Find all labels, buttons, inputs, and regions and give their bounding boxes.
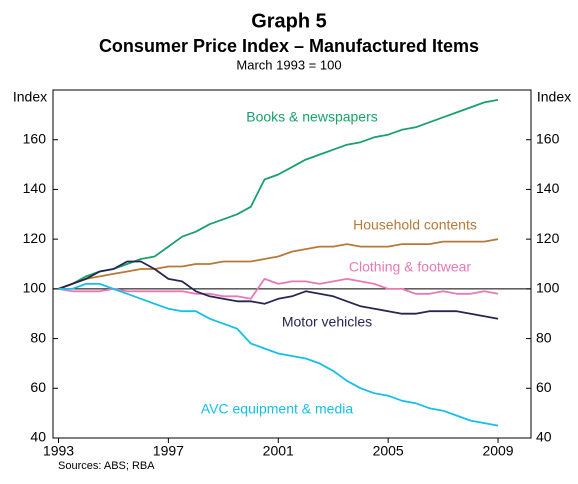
y2-tick-label: 140 [536, 180, 560, 196]
chart-note: March 1993 = 100 [236, 57, 341, 72]
y-tick-label: 80 [30, 329, 46, 345]
plot-frame [52, 89, 532, 439]
x-tick-label: 2005 [373, 443, 404, 459]
series-line [58, 278, 499, 300]
y-tick-label: 40 [30, 429, 46, 445]
chart-title: Graph 5 [251, 10, 327, 32]
x-tick-label: 1997 [153, 443, 184, 459]
chart-subtitle: Consumer Price Index – Manufactured Item… [99, 36, 479, 56]
series-label: AVC equipment & media [201, 401, 353, 417]
y2-tick-label: 40 [536, 429, 552, 445]
y-tick-label: 160 [23, 130, 47, 146]
series-label: Motor vehicles [282, 314, 372, 330]
y-tick-label: 140 [23, 180, 47, 196]
y2-tick-label: 80 [536, 329, 552, 345]
y2-tick-label: 60 [536, 379, 552, 395]
y2-axis-label: Index [537, 89, 571, 105]
series-label: Household contents [353, 217, 477, 233]
y-axis-label: Index [13, 89, 47, 105]
series-line [58, 283, 499, 427]
y-tick-label: 100 [23, 280, 47, 296]
series-label: Books & newspapers [246, 109, 378, 125]
x-tick-label: 2001 [263, 443, 294, 459]
series-line [58, 238, 499, 290]
y2-tick-label: 100 [536, 280, 560, 296]
y-tick-label: 120 [23, 230, 47, 246]
series-line [58, 260, 499, 320]
x-tick-label: 2009 [482, 443, 513, 459]
series-label: Clothing & footwear [349, 259, 472, 275]
source-note: Sources: ABS; RBA [58, 460, 155, 472]
x-tick-label: 1993 [43, 443, 74, 459]
y2-tick-label: 160 [536, 130, 560, 146]
y-tick-label: 60 [30, 379, 46, 395]
y2-tick-label: 120 [536, 230, 560, 246]
